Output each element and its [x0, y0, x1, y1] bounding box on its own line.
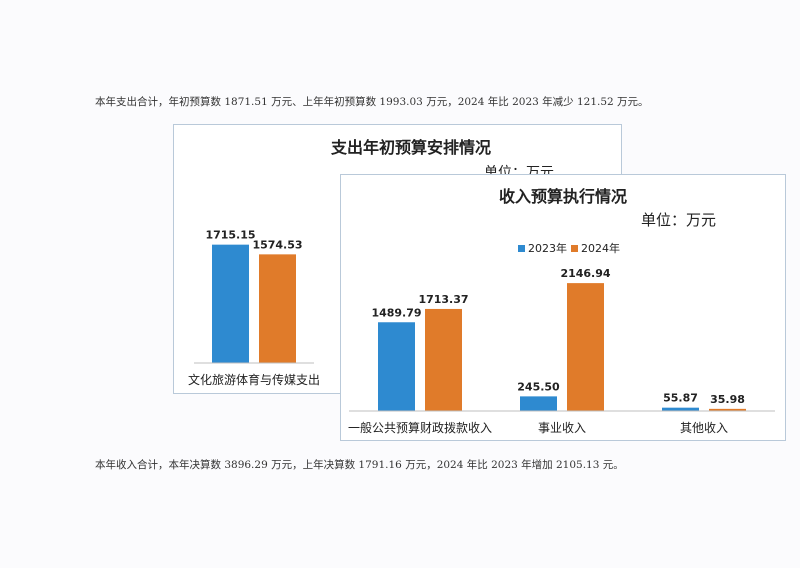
data-label-3-series-1: 55.87 — [663, 392, 698, 405]
category-label-1: 一般公共预算财政拨款收入 — [348, 420, 492, 435]
data-label-2-series-2: 2146.94 — [560, 267, 610, 280]
expenditure-summary-text: 本年支出合计，年初预算数 1871.51 万元、上年年初预算数 1993.03 … — [95, 96, 649, 108]
legend-label-2: 2024年 — [581, 241, 620, 255]
data-label-3-series-2: 35.98 — [710, 393, 745, 406]
income-legend: 2023年 2024年 — [518, 241, 620, 255]
category-label-1: 文化旅游体育与传媒支出 — [188, 372, 320, 387]
bar-1-series-1 — [378, 322, 415, 411]
bar-2-series-2 — [567, 283, 604, 411]
bar-1-series-2 — [259, 254, 296, 363]
data-label-1-series-1: 1715.15 — [205, 229, 255, 242]
expenditure-category-labels: 文化旅游体育与传媒支出 — [188, 372, 320, 387]
bar-1-series-1 — [212, 244, 249, 363]
data-label-1-series-1: 1489.79 — [371, 306, 421, 319]
bar-3-series-1 — [662, 407, 699, 411]
legend-swatch-2 — [571, 245, 578, 252]
income-chart-title: 收入预算执行情况 — [499, 187, 627, 206]
legend-swatch-1 — [518, 245, 525, 252]
expenditure-chart-title: 支出年初预算安排情况 — [330, 138, 491, 157]
category-label-3: 其他收入 — [680, 421, 728, 435]
bar-3-series-2 — [709, 408, 746, 411]
income-category-labels: 一般公共预算财政拨款收入 事业收入 其他收入 — [348, 420, 728, 435]
income-chart-unit: 单位：万元 — [641, 211, 716, 229]
income-chart-svg: 收入预算执行情况 单位：万元 2023年 2024年 1489.791713.37… — [348, 187, 775, 435]
data-label-1-series-2: 1713.37 — [418, 293, 468, 306]
bar-2-series-1 — [520, 396, 557, 411]
category-label-2: 事业收入 — [538, 421, 586, 435]
data-label-1-series-2: 1574.53 — [252, 238, 302, 251]
bar-1-series-2 — [425, 308, 462, 411]
data-label-2-series-1: 245.50 — [517, 380, 560, 393]
income-chart: 收入预算执行情况 单位：万元 2023年 2024年 1489.79 1713.37… — [340, 174, 786, 441]
legend-label-1: 2023年 — [528, 241, 567, 255]
income-summary-text: 本年收入合计，本年决算数 3896.29 万元，上年决算数 1791.16 万元… — [95, 459, 624, 471]
